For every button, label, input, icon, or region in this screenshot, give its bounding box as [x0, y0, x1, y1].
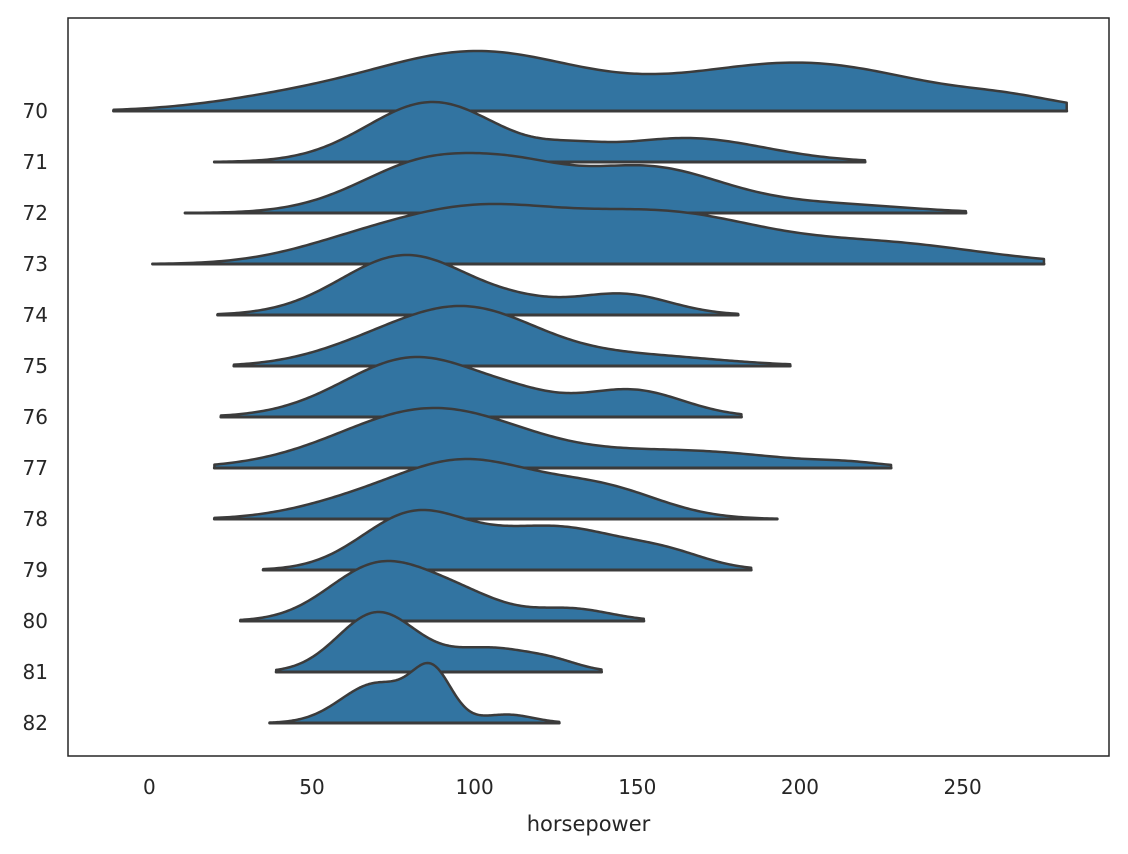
ridge-79 [261, 508, 753, 572]
ridge-72 [183, 151, 968, 215]
y-tick-label-81: 81 [23, 660, 48, 684]
x-axis-label: horsepower [527, 812, 651, 836]
y-tick-label-77: 77 [23, 456, 48, 480]
y-tick-label-79: 79 [23, 558, 48, 582]
ridges [112, 49, 1069, 725]
y-tick-label-72: 72 [23, 201, 48, 225]
x-tick-label-100: 100 [456, 775, 494, 799]
x-tick-label-150: 150 [618, 775, 656, 799]
ridge-70 [112, 49, 1068, 113]
y-tick-label-82: 82 [23, 711, 48, 735]
ridge-77 [213, 406, 893, 470]
plot-frame [67, 17, 1110, 757]
y-tick-label-71: 71 [23, 150, 48, 174]
ridge-78 [213, 457, 779, 521]
x-tick-label-250: 250 [944, 775, 982, 799]
y-tick-label-76: 76 [23, 405, 48, 429]
x-tick-label-50: 50 [299, 775, 324, 799]
ridge-82 [268, 661, 561, 725]
y-tick-labels: 70 71 72 73 74 75 76 77 78 79 80 81 82 [23, 99, 48, 735]
ridge-75 [232, 304, 792, 368]
x-tick-label-0: 0 [143, 775, 156, 799]
ridge-76 [219, 355, 743, 419]
x-tick-labels: 0 50 100 150 200 250 [143, 775, 982, 799]
ridge-74 [216, 253, 740, 317]
ridge-73 [151, 202, 1046, 266]
ridge-80 [239, 559, 646, 623]
ridge-71 [213, 100, 867, 164]
x-tick-label-200: 200 [781, 775, 819, 799]
y-tick-label-74: 74 [23, 303, 48, 327]
y-tick-label-73: 73 [23, 252, 48, 276]
y-tick-label-70: 70 [23, 99, 48, 123]
y-tick-label-75: 75 [23, 354, 48, 378]
y-tick-label-78: 78 [23, 507, 48, 531]
y-tick-label-80: 80 [23, 609, 48, 633]
ridge-81 [274, 610, 603, 674]
